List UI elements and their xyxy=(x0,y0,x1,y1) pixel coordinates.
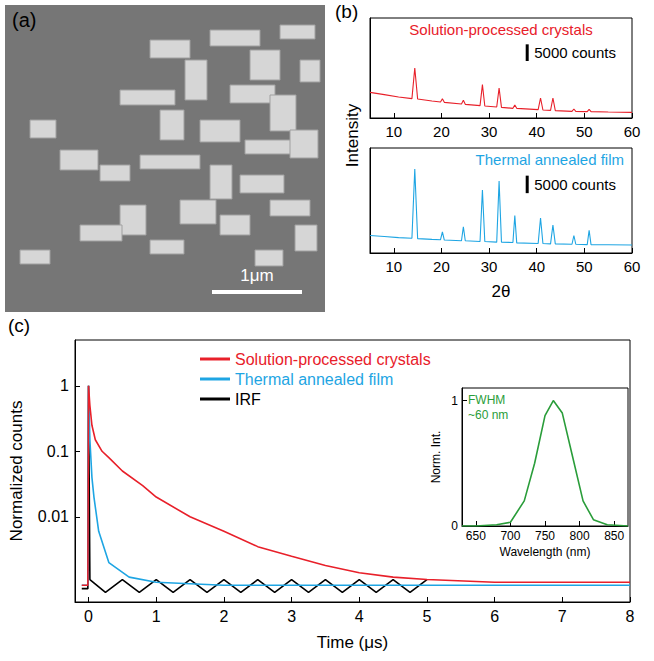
svg-text:4: 4 xyxy=(355,608,364,625)
svg-text:2θ: 2θ xyxy=(492,282,511,301)
svg-text:Norm. Int.: Norm. Int. xyxy=(429,431,443,484)
svg-text:10: 10 xyxy=(385,123,402,140)
svg-text:0.1: 0.1 xyxy=(47,443,69,460)
svg-text:650: 650 xyxy=(466,529,486,543)
svg-text:60: 60 xyxy=(624,123,641,140)
svg-text:Solution-processed crystals: Solution-processed crystals xyxy=(409,21,592,38)
svg-text:10: 10 xyxy=(385,258,402,275)
svg-text:5000 counts: 5000 counts xyxy=(534,44,616,61)
svg-text:20: 20 xyxy=(433,258,450,275)
svg-text:Wavelength (nm): Wavelength (nm) xyxy=(500,545,591,559)
svg-text:1: 1 xyxy=(152,608,161,625)
svg-text:40: 40 xyxy=(528,258,545,275)
svg-text:Normalized counts: Normalized counts xyxy=(7,401,26,542)
svg-text:20: 20 xyxy=(433,123,450,140)
svg-text:0: 0 xyxy=(84,608,93,625)
svg-text:0.01: 0.01 xyxy=(38,508,69,525)
svg-text:Intensity: Intensity xyxy=(343,103,362,167)
svg-text:700: 700 xyxy=(500,529,520,543)
svg-text:30: 30 xyxy=(481,123,498,140)
svg-text:1: 1 xyxy=(451,394,458,408)
svg-text:50: 50 xyxy=(576,123,593,140)
svg-text:1: 1 xyxy=(60,377,69,394)
svg-text:3: 3 xyxy=(287,608,296,625)
svg-text:8: 8 xyxy=(626,608,635,625)
svg-text:2: 2 xyxy=(219,608,228,625)
svg-text:~60 nm: ~60 nm xyxy=(468,408,508,422)
svg-text:750: 750 xyxy=(535,529,555,543)
svg-text:800: 800 xyxy=(570,529,590,543)
svg-text:Time (μs): Time (μs) xyxy=(317,633,389,652)
svg-text:6: 6 xyxy=(490,608,499,625)
svg-text:5: 5 xyxy=(422,608,431,625)
svg-text:(a): (a) xyxy=(12,9,36,31)
svg-text:0: 0 xyxy=(451,519,458,533)
svg-text:40: 40 xyxy=(528,123,545,140)
svg-text:5000 counts: 5000 counts xyxy=(534,176,616,193)
svg-text:50: 50 xyxy=(576,258,593,275)
svg-text:Thermal annealed film: Thermal annealed film xyxy=(235,371,393,388)
svg-text:7: 7 xyxy=(558,608,567,625)
svg-text:FWHM: FWHM xyxy=(468,393,505,407)
svg-text:60: 60 xyxy=(624,258,641,275)
svg-text:30: 30 xyxy=(481,258,498,275)
svg-text:Solution-processed crystals: Solution-processed crystals xyxy=(235,351,431,368)
svg-text:IRF: IRF xyxy=(235,391,261,408)
svg-text:1μm: 1μm xyxy=(240,266,273,285)
svg-text:Thermal annealed film: Thermal annealed film xyxy=(476,151,624,168)
svg-text:(b): (b) xyxy=(335,1,358,22)
svg-text:850: 850 xyxy=(604,529,624,543)
svg-text:(c): (c) xyxy=(8,315,30,336)
